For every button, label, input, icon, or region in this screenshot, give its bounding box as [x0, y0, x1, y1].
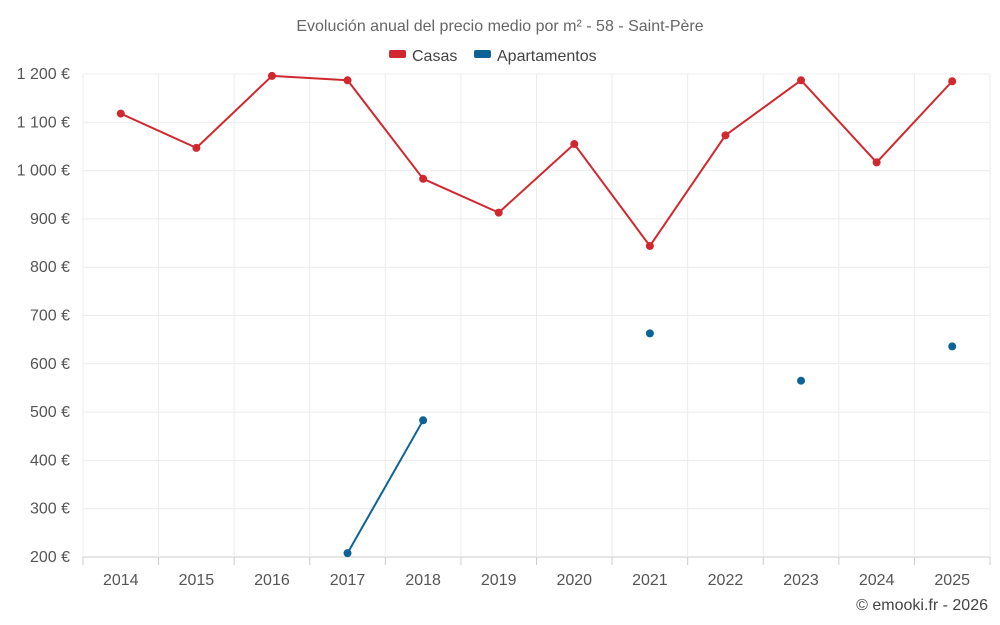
series-line-casas — [120, 74, 953, 247]
x-tick-label: 2018 — [405, 572, 441, 589]
x-tick-label: 2017 — [330, 572, 366, 589]
data-point-casas — [645, 241, 654, 250]
y-tick-label: 700 € — [30, 308, 70, 325]
data-point-apartamentos — [419, 416, 428, 425]
series-layer — [116, 71, 957, 558]
data-point-casas — [267, 71, 276, 80]
legend: Casas Apartamentos — [389, 48, 597, 65]
x-axis: 2014 2015 2016 2017 2018 2019 2020 2021 2022 2023… — [82, 557, 991, 589]
legend-label: Apartamentos — [497, 48, 597, 65]
legend-item-casas: Casas — [389, 48, 457, 65]
data-point-casas — [948, 77, 957, 86]
grid — [82, 73, 991, 558]
x-tick-label: 2024 — [859, 572, 895, 589]
data-point-casas — [192, 143, 201, 152]
data-point-casas — [570, 140, 579, 149]
legend-swatch — [389, 50, 406, 58]
data-point-apartamentos — [948, 342, 957, 351]
x-tick-label: 2025 — [934, 572, 970, 589]
data-point-apartamentos — [343, 549, 352, 558]
data-point-casas — [872, 158, 881, 167]
series-line-apartamentos — [346, 419, 424, 554]
y-tick-label: 400 € — [30, 452, 70, 469]
data-point-casas — [494, 208, 503, 217]
y-tick-label: 1 000 € — [17, 163, 70, 180]
data-point-apartamentos — [797, 376, 806, 385]
credit-text: © emooki.fr - 2026 — [856, 597, 988, 614]
y-tick-label: 1 200 € — [17, 66, 70, 83]
legend-label: Casas — [412, 48, 457, 65]
y-tick-label: 1 100 € — [17, 114, 70, 131]
chart-title: Evolución anual del precio medio por m² … — [296, 18, 703, 35]
series-apartamentos — [343, 329, 957, 558]
data-point-casas — [343, 76, 352, 85]
y-tick-label: 800 € — [30, 259, 70, 276]
series-casas — [116, 71, 957, 250]
data-point-casas — [419, 174, 428, 183]
x-tick-label: 2021 — [632, 572, 668, 589]
y-tick-label: 300 € — [30, 501, 70, 518]
data-point-casas — [116, 109, 125, 118]
data-point-casas — [721, 131, 730, 140]
x-tick-label: 2023 — [783, 572, 819, 589]
y-tick-label: 600 € — [30, 356, 70, 373]
x-tick-label: 2016 — [254, 572, 290, 589]
data-point-apartamentos — [645, 329, 654, 338]
data-point-casas — [797, 76, 806, 85]
x-tick-label: 2019 — [481, 572, 517, 589]
legend-item-apartamentos: Apartamentos — [474, 48, 597, 65]
y-tick-label: 900 € — [30, 211, 70, 228]
legend-swatch — [474, 50, 491, 58]
y-tick-label: 500 € — [30, 404, 70, 421]
x-tick-label: 2015 — [179, 572, 215, 589]
x-tick-label: 2014 — [103, 572, 139, 589]
x-tick-label: 2020 — [556, 572, 592, 589]
y-axis: 200 € 300 € 400 € 500 € 600 € 700 € 800 € 900 €… — [17, 66, 70, 566]
y-tick-label: 200 € — [30, 549, 70, 566]
x-tick-label: 2022 — [708, 572, 744, 589]
